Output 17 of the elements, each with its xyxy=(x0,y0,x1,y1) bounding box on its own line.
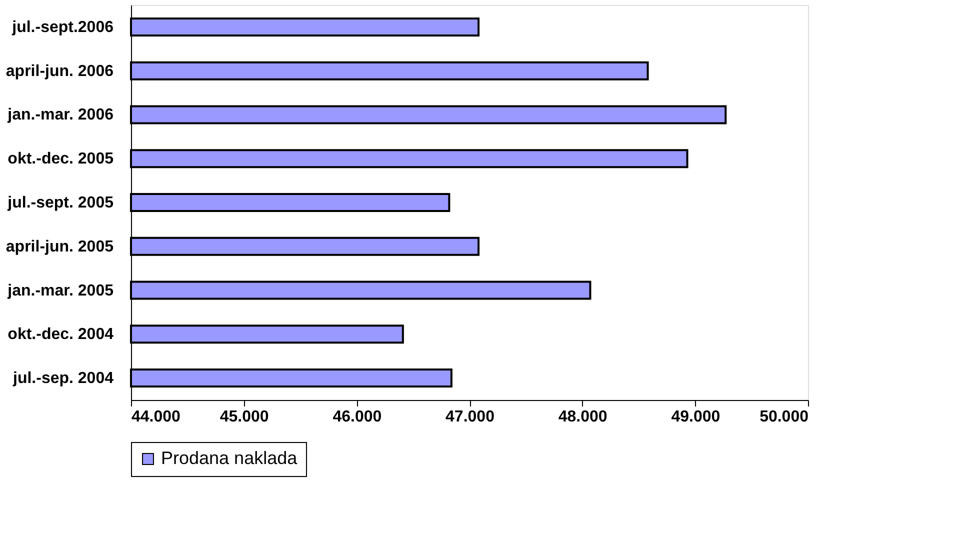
x-tick-label: 50.000 xyxy=(760,408,809,426)
x-tick-label: 47.000 xyxy=(446,408,495,426)
y-tick-label: jul.-sept. 2005 xyxy=(6,194,114,212)
y-tick-label: jul.-sep. 2004 xyxy=(12,370,114,388)
y-tick-label: april-jun. 2006 xyxy=(6,62,114,80)
x-tick-label: 45.000 xyxy=(220,408,269,426)
y-tick-label: okt.-dec. 2005 xyxy=(8,150,114,168)
y-tick-label: jan.-mar. 2006 xyxy=(6,106,114,124)
x-tick-label: 46.000 xyxy=(332,408,382,426)
y-tick-label: jan.-mar. 2005 xyxy=(6,282,114,300)
x-tick-label: 44.000 xyxy=(132,408,181,426)
y-tick-label: jul.-sept.2006 xyxy=(11,18,114,36)
x-tick-label: 49.000 xyxy=(671,408,720,426)
y-tick-label: okt.-dec. 2004 xyxy=(8,326,114,344)
legend-label: Prodana naklada xyxy=(161,448,298,468)
y-tick-label: april-jun. 2005 xyxy=(6,238,114,256)
x-tick-label: 48.000 xyxy=(558,408,608,426)
